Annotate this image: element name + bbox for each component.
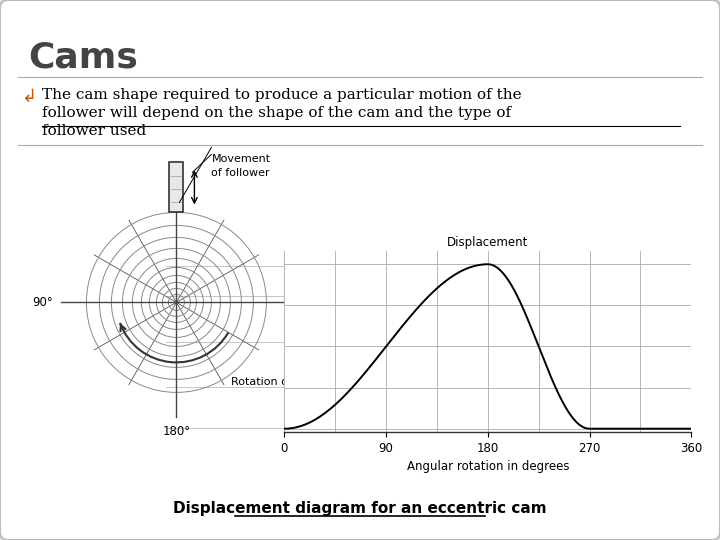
Text: Cams: Cams [28,40,138,74]
Text: 90°: 90° [32,296,53,309]
Text: The cam shape required to produce a particular motion of the: The cam shape required to produce a part… [42,88,521,102]
Text: follower will depend on the shape of the cam and the type of: follower will depend on the shape of the… [42,106,511,120]
Text: Rotation of cam: Rotation of cam [231,377,320,387]
X-axis label: Angular rotation in degrees: Angular rotation in degrees [407,460,569,473]
Text: Displacement diagram for an eccentric cam: Displacement diagram for an eccentric ca… [174,501,546,516]
Text: 0°: 0° [170,164,183,178]
Title: Displacement: Displacement [447,235,528,248]
Text: Movement
of follower: Movement of follower [212,154,271,178]
Text: 270°: 270° [297,296,325,309]
Bar [169,163,184,212]
Text: follower used: follower used [42,124,146,138]
Text: ↲: ↲ [22,88,37,106]
Text: 180°: 180° [162,426,191,438]
